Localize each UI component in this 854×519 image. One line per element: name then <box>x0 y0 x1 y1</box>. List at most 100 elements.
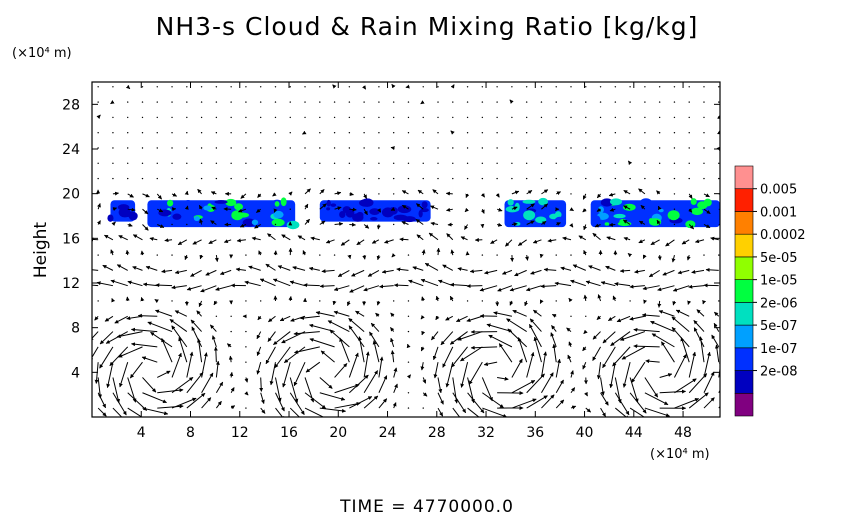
wind-arrow <box>363 285 380 292</box>
wind-dot <box>304 101 306 103</box>
wind-dot <box>644 131 646 134</box>
wind-dot <box>274 86 277 88</box>
wind-arrow <box>223 239 232 243</box>
wind-dot <box>259 131 262 134</box>
wind-arrow <box>562 236 572 241</box>
wind-arrow <box>417 189 424 195</box>
wind-arrow <box>325 239 335 244</box>
wind-arrow <box>257 315 262 321</box>
wind-arrow <box>214 255 219 262</box>
wind-arrow <box>450 249 455 256</box>
wind-dot <box>289 162 291 164</box>
wind-dot <box>525 177 528 180</box>
wind-arrow <box>533 336 542 363</box>
wind-dot <box>570 162 572 164</box>
x-tick-label: 36 <box>526 425 544 441</box>
wind-arrow <box>184 205 189 210</box>
wind-arrow <box>511 380 536 394</box>
cloud-cell <box>600 198 614 207</box>
wind-arrow <box>643 299 648 304</box>
wind-arrow <box>116 331 143 339</box>
wind-arrow <box>347 254 352 260</box>
wind-dot <box>127 101 129 103</box>
colorbar: 0.005 0.001 0.0002 5e-05 1e-05 2e-06 5e-07 1e-0… <box>734 165 806 417</box>
wind-dot <box>333 101 336 103</box>
wind-arrow <box>540 284 557 289</box>
wind-arrow <box>551 325 557 332</box>
wind-arrow <box>526 190 533 195</box>
wind-dot <box>319 131 321 134</box>
wind-dot <box>200 131 203 134</box>
wind-dot <box>304 116 306 119</box>
wind-arrow <box>157 404 184 409</box>
wind-arrow <box>631 361 646 383</box>
wind-arrow <box>196 310 202 317</box>
cloud-cell <box>613 213 626 219</box>
wind-dot <box>407 101 410 103</box>
wind-dot <box>466 116 469 119</box>
wind-arrow <box>703 351 711 378</box>
wind-arrow <box>208 239 217 245</box>
wind-arrow <box>349 285 365 293</box>
wind-dot <box>599 116 602 119</box>
x-axis-unit: (×10⁴ m) <box>650 447 710 462</box>
wind-arrow <box>363 193 368 199</box>
cloud-cell <box>640 198 652 206</box>
wind-arrow <box>509 300 514 306</box>
wind-arrow <box>140 297 145 302</box>
time-label: TIME = 4770000.0 <box>340 497 514 517</box>
wind-arrow <box>392 402 397 409</box>
wind-arrow <box>171 192 177 197</box>
wind-dot <box>614 101 617 103</box>
wind-arrow <box>260 392 265 404</box>
wind-dot <box>407 116 410 119</box>
wind-arrow <box>450 84 455 89</box>
wind-arrow <box>703 397 715 409</box>
wind-dot <box>629 300 631 302</box>
wind-arrow <box>570 279 586 287</box>
wind-arrow <box>656 190 661 195</box>
cloud-cell <box>271 218 285 227</box>
wind-arrow <box>362 85 367 90</box>
wind-arrow <box>198 300 203 308</box>
wind-arrow <box>415 218 424 225</box>
y-tick-label: 16 <box>62 231 80 247</box>
wind-dot <box>555 177 557 180</box>
wind-dot <box>658 116 661 119</box>
wind-arrow <box>511 206 518 211</box>
wind-arrow <box>555 399 565 409</box>
wind-arrow <box>319 377 333 389</box>
wind-arrow <box>464 224 469 230</box>
wind-arrow <box>290 315 306 322</box>
cloud-cell <box>393 214 408 221</box>
wind-arrow <box>321 269 335 274</box>
wind-arrow <box>334 363 348 378</box>
wind-arrow <box>109 346 129 367</box>
wind-arrow <box>292 266 306 271</box>
wind-dot <box>688 177 690 180</box>
wind-arrow <box>319 392 346 401</box>
wind-dot <box>156 86 158 88</box>
wind-arrow <box>671 254 676 263</box>
y-tick-label: 24 <box>62 142 80 158</box>
wind-arrow <box>517 337 528 363</box>
cloud-cell <box>418 209 423 218</box>
wind-dot <box>215 162 218 164</box>
wind-dot <box>718 86 720 88</box>
wind-arrow <box>111 298 116 303</box>
wind-dot <box>673 162 676 164</box>
wind-arrow <box>482 407 508 417</box>
wind-arrow <box>644 407 670 417</box>
wind-arrow <box>480 193 485 198</box>
wind-arrow <box>431 331 439 341</box>
wind-arrow <box>137 313 158 318</box>
cloud-cell <box>251 219 259 226</box>
wind-arrow <box>421 249 426 256</box>
wind-arrow <box>186 372 204 394</box>
wind-arrow <box>396 267 409 272</box>
wind-arrow <box>372 340 380 363</box>
cloud-cell <box>369 208 380 216</box>
wind-arrow <box>334 383 360 394</box>
wind-dot <box>274 116 277 119</box>
